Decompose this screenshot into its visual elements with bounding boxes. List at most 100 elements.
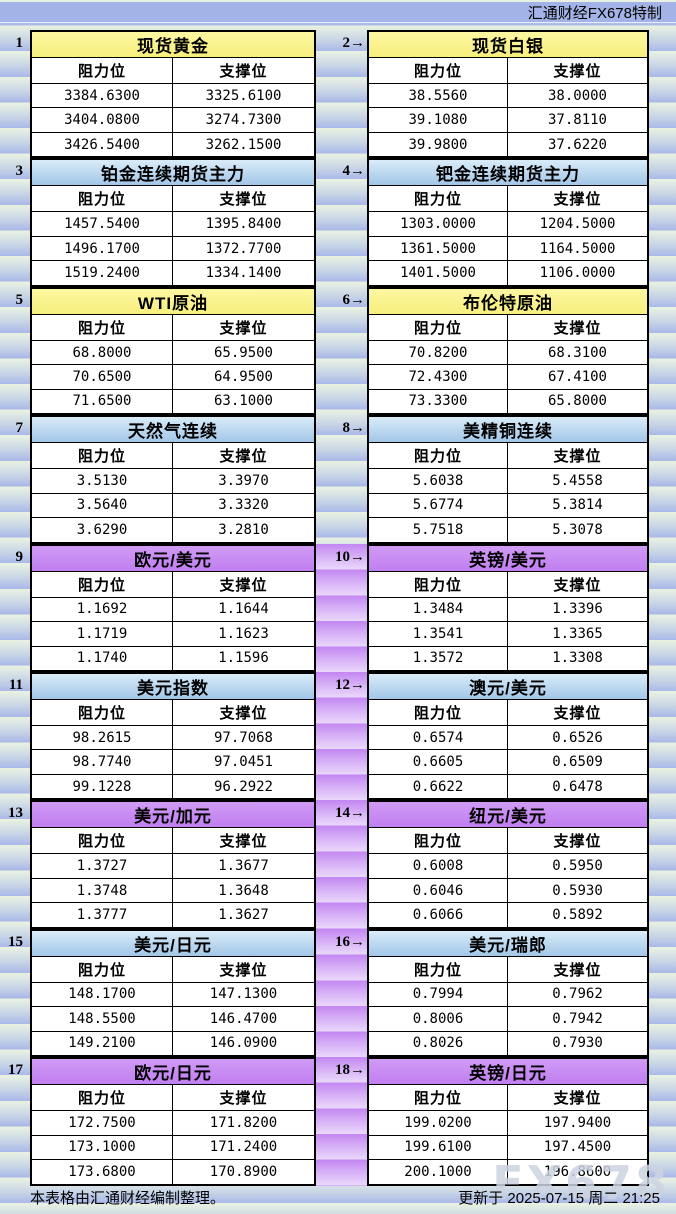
- support-value: 170.8900: [209, 1163, 278, 1180]
- table-row: 0.8006 0.7942: [369, 1007, 647, 1032]
- table-row: 199.6100 197.4500: [369, 1135, 647, 1161]
- support-value: 64.9500: [213, 368, 273, 385]
- table-row: 149.2100 146.0900: [32, 1031, 314, 1056]
- panel-number: 10→: [335, 548, 365, 565]
- support-value: 3.3320: [218, 497, 269, 514]
- resistance-value: 0.8026: [369, 1031, 508, 1056]
- instrument-panel: 钯金连续期货主力 阻力位 支撑位 1303.0000 1204.5000 1361.500…: [367, 158, 649, 287]
- table-row: 98.7740 97.0451: [32, 750, 314, 775]
- support-value: 0.6526: [552, 729, 603, 746]
- resistance-value: 5.7518: [369, 518, 508, 542]
- column-header-resistance: 阻力位: [32, 699, 173, 725]
- column-header-row: 阻力位 支撑位: [369, 956, 647, 983]
- right-margin: [649, 929, 676, 1057]
- instrument-panel: 美元/加元 阻力位 支撑位 1.3727 1.3677 1.3748 1.3648 1.377…: [30, 800, 316, 929]
- instrument-panel: 美元/瑞郎 阻力位 支撑位 0.7994 0.7962 0.8006 0.7942 0.802…: [367, 928, 649, 1058]
- panel-grid: 1 现货黄金 阻力位 支撑位 3384.6300 3325.6100 3404.0800 32…: [0, 30, 676, 1186]
- center-gutter: 16→: [316, 928, 367, 1058]
- column-header-support: 支撑位: [219, 704, 268, 722]
- center-gutter: 10→: [316, 543, 367, 672]
- support-value: 65.9500: [213, 344, 273, 361]
- table-row: 5.7518 5.3078: [369, 518, 647, 542]
- support-value: 197.4500: [543, 1139, 612, 1156]
- panel-title: 美元/日元: [32, 930, 314, 957]
- right-margin: [649, 672, 676, 800]
- column-header-support: 支撑位: [553, 191, 602, 209]
- support-value: 37.8110: [547, 112, 607, 129]
- resistance-value: 1.1740: [32, 646, 173, 670]
- table-row: 70.6500 64.9500: [32, 365, 314, 390]
- table-row: 0.6008 0.5950: [369, 854, 647, 879]
- resistance-value: 1.3572: [369, 646, 508, 670]
- panel-number: 15: [8, 933, 23, 950]
- right-margin: [649, 544, 676, 672]
- panel-title: 布伦特原油: [369, 288, 647, 315]
- column-header-support: 支撑位: [219, 63, 268, 80]
- panel-row: 15 美元/日元阻力位 支撑位 148.1700 147.1300 148.5500 146…: [0, 928, 676, 1058]
- footer-bar: 本表格由汇通财经编制整理。 更新于 2025-07-15 周二 21:25: [0, 1184, 676, 1214]
- table-row: 5.6774 5.3814: [369, 493, 647, 519]
- left-margin: 11: [0, 672, 30, 800]
- column-header-resistance: 阻力位: [369, 58, 508, 83]
- panel-number: 5: [15, 291, 24, 308]
- panel-title: 澳元/美元: [369, 673, 647, 700]
- table-row: 148.1700 147.1300: [32, 982, 314, 1008]
- support-value: 196.8600: [543, 1163, 612, 1180]
- column-header-row: 阻力位 支撑位: [32, 314, 314, 341]
- table-row: 3426.5400 3262.1500: [32, 132, 314, 157]
- table-row: 199.0200 197.9400: [369, 1111, 647, 1136]
- brand-label: 汇通财经FX678特制: [527, 4, 662, 22]
- column-header-row: 阻力位 支撑位: [32, 571, 314, 598]
- support-value: 1334.1400: [205, 265, 282, 282]
- resistance-value: 73.3300: [369, 389, 508, 414]
- resistance-value: 148.1700: [32, 982, 173, 1007]
- instrument-panel: 欧元/日元 阻力位 支撑位 172.7500 171.8200 173.1000 171.2…: [30, 1057, 316, 1186]
- column-header-row: 阻力位 支撑位: [369, 1085, 647, 1112]
- resistance-value: 3.5130: [32, 469, 173, 493]
- panel-number: 17: [8, 1062, 23, 1079]
- support-value: 1.1644: [218, 601, 269, 618]
- column-header-row: 阻力位 支撑位: [369, 699, 647, 726]
- column-header-row: 阻力位 支撑位: [32, 58, 314, 84]
- right-margin: [649, 415, 676, 543]
- support-value: 147.1300: [209, 986, 278, 1003]
- resistance-value: 1519.2400: [32, 261, 173, 285]
- table-row: 3384.6300 3325.6100: [32, 84, 314, 109]
- support-value: 1.3308: [552, 650, 603, 667]
- resistance-value: 3426.5400: [32, 132, 173, 157]
- table-row: 38.5560 38.0000: [369, 84, 647, 109]
- support-value: 5.3078: [552, 521, 603, 538]
- table-row: 0.6574 0.6526: [369, 725, 647, 751]
- panel-title: 英镑/美元: [369, 545, 647, 572]
- table-row: 71.6500 63.1000: [32, 389, 314, 414]
- instrument-panel: 美元/日元 阻力位 支撑位 148.1700 147.1300 148.5500 146.4…: [30, 928, 316, 1058]
- support-value: 1164.5000: [539, 240, 616, 257]
- support-value: 5.4558: [552, 472, 603, 489]
- support-value: 38.0000: [547, 87, 607, 104]
- panel-number: 8→: [342, 420, 366, 437]
- resistance-value: 38.5560: [369, 84, 508, 108]
- support-value: 1395.8400: [205, 216, 282, 233]
- resistance-value: 173.1000: [32, 1135, 173, 1160]
- support-value: 1.1623: [218, 625, 269, 642]
- panel-title: 天然气连续: [32, 417, 314, 444]
- panel-row: 7 天然气连续 阻力位 支撑位 3.5130 3.3970 3.5640 3.3320 3.62…: [0, 415, 676, 544]
- left-margin: 5: [0, 287, 30, 415]
- resistance-value: 148.5500: [32, 1007, 173, 1031]
- table-row: 0.6605 0.6509: [369, 750, 647, 775]
- support-value: 68.3100: [547, 344, 607, 361]
- table-row: 3.5640 3.3320: [32, 493, 314, 519]
- table-row: 1496.1700 1372.7700: [32, 236, 314, 262]
- support-value: 1.3677: [218, 858, 269, 875]
- column-header-resistance: 阻力位: [32, 1085, 173, 1111]
- panel-row: 17 欧元/日元 阻力位 支撑位 172.7500 171.8200 173.1000 171…: [0, 1057, 676, 1186]
- resistance-value: 3404.0800: [32, 108, 173, 132]
- table-row: 148.5500 146.4700: [32, 1007, 314, 1032]
- panel-row: 11 美元指数 阻力位 支撑位 98.2615 97.7068 98.7740 97.0451…: [0, 671, 676, 801]
- panel-number: 13: [8, 805, 23, 822]
- column-header-resistance: 阻力位: [369, 828, 508, 854]
- resistance-value: 173.6800: [32, 1160, 173, 1184]
- column-header-support: 支撑位: [553, 704, 602, 722]
- support-value: 1106.0000: [539, 265, 616, 282]
- panel-number: 6→: [342, 291, 366, 308]
